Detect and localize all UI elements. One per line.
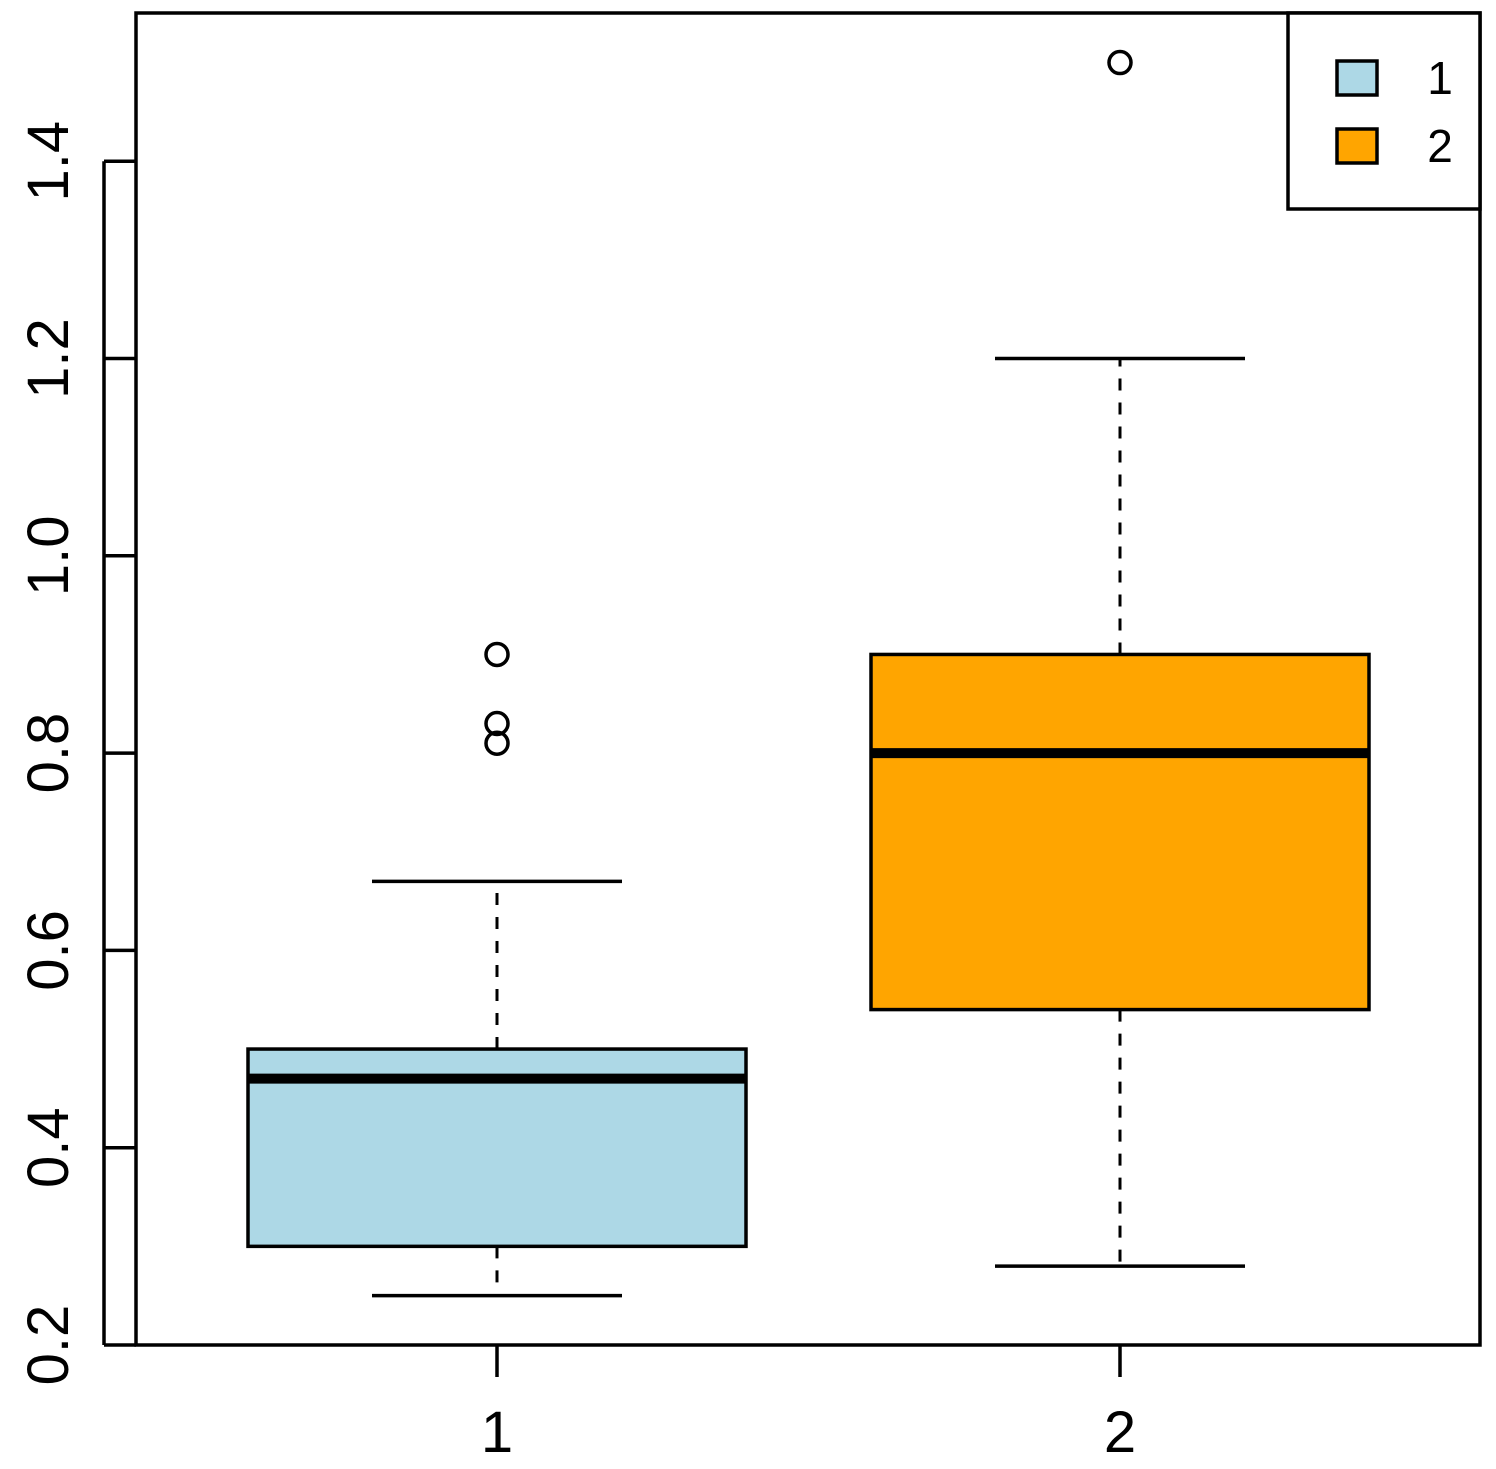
- box-series: [246, 49, 1371, 1298]
- x-tick-label: 1: [481, 1400, 513, 1465]
- iqr-box: [869, 652, 1371, 1012]
- legend-box: [1286, 11, 1482, 211]
- legend-label-2: 2: [1427, 120, 1453, 172]
- legend: 12: [1286, 11, 1482, 211]
- legend-label-1: 1: [1427, 52, 1453, 104]
- y-tick-label: 0.2: [16, 1305, 81, 1386]
- outlier-point: [484, 710, 510, 737]
- legend-swatch-1: [1335, 59, 1379, 97]
- y-tick-label: 1.4: [16, 121, 81, 202]
- box-group-1: [246, 641, 748, 1298]
- y-tick-label: 0.8: [16, 713, 81, 794]
- box-group-2: [869, 49, 1371, 1268]
- y-tick-label: 0.6: [16, 910, 81, 991]
- plot-frame: [134, 11, 1482, 1347]
- outlier-point: [484, 641, 510, 668]
- legend-swatch-2: [1335, 127, 1379, 165]
- outlier-point: [1107, 49, 1133, 76]
- y-axis: 0.2 0.4 0.6 0.8 1.0 1.2 1.4: [16, 121, 136, 1385]
- outlier-point: [484, 730, 510, 756]
- y-tick-label: 0.4: [16, 1107, 81, 1188]
- y-tick-label: 1.2: [16, 318, 81, 399]
- x-tick-label: 2: [1104, 1400, 1136, 1465]
- y-tick-label: 1.0: [16, 515, 81, 596]
